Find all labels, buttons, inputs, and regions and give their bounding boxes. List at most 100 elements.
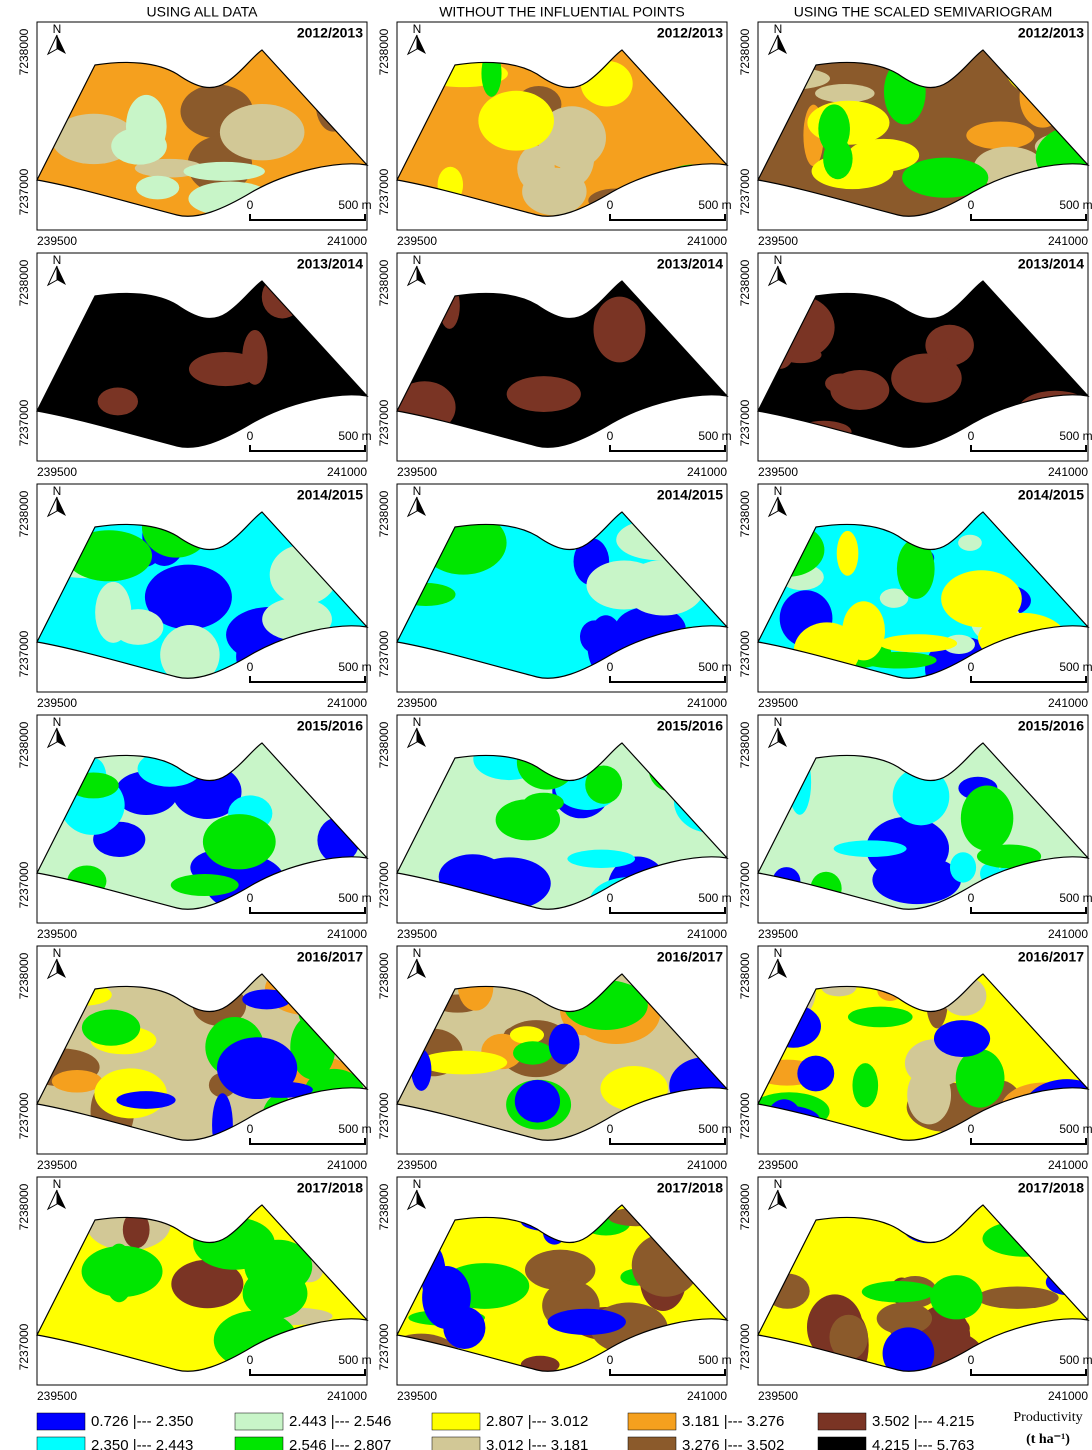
x-axis-label: 239500 bbox=[758, 234, 798, 248]
legend-label: 2.443 |--- 2.546 bbox=[289, 1413, 391, 1430]
legend-label: 4.215 |--- 5.763 bbox=[872, 1437, 974, 1450]
zone bbox=[413, 1116, 439, 1137]
year-label: 2017/2018 bbox=[657, 1180, 723, 1196]
x-axis-label: 241000 bbox=[1048, 1389, 1088, 1403]
north-label: N bbox=[774, 946, 783, 960]
zone bbox=[585, 766, 622, 804]
north-arrow bbox=[417, 959, 426, 978]
year-label: 2012/2013 bbox=[1018, 25, 1084, 41]
y-axis-label: 7238000 bbox=[377, 721, 391, 768]
y-axis-label: 7238000 bbox=[17, 952, 31, 999]
zone bbox=[270, 545, 338, 605]
zone bbox=[589, 877, 668, 927]
zone bbox=[681, 983, 718, 1007]
zone bbox=[242, 330, 267, 385]
y-axis-label: 7237000 bbox=[17, 861, 31, 908]
north-arrow bbox=[48, 728, 57, 747]
scale-end: 500 m bbox=[338, 198, 371, 212]
zone bbox=[415, 504, 453, 567]
map-panel: 2016/2017N0500 m723800072370002395002410… bbox=[738, 946, 1092, 1172]
scale-start: 0 bbox=[968, 198, 975, 212]
north-arrow bbox=[769, 1190, 778, 1209]
legend-swatch bbox=[628, 1413, 676, 1430]
y-axis-label: 7237000 bbox=[738, 861, 752, 908]
scale-end: 500 m bbox=[1059, 1353, 1092, 1367]
scale-bar bbox=[250, 1369, 365, 1375]
y-axis-label: 7238000 bbox=[377, 490, 391, 537]
scale-bar bbox=[610, 214, 725, 220]
north-arrow bbox=[57, 728, 66, 747]
zone bbox=[212, 1093, 233, 1157]
x-axis-label: 241000 bbox=[1048, 234, 1088, 248]
scale-end: 500 m bbox=[698, 429, 731, 443]
x-axis-label: 239500 bbox=[37, 927, 77, 941]
map-panel: 2013/2014N0500 m723800072370002395002410… bbox=[377, 253, 732, 479]
zone bbox=[1002, 515, 1076, 547]
north-label: N bbox=[413, 715, 422, 729]
zone bbox=[652, 165, 734, 225]
y-axis-label: 7238000 bbox=[377, 28, 391, 75]
zone bbox=[260, 1094, 297, 1158]
field-zones bbox=[380, 1208, 723, 1389]
year-label: 2016/2017 bbox=[1018, 949, 1084, 965]
zone bbox=[543, 1219, 566, 1244]
zone bbox=[136, 176, 179, 200]
north-arrow bbox=[48, 959, 57, 978]
zone bbox=[183, 162, 264, 181]
zone bbox=[138, 751, 202, 787]
north-arrow bbox=[778, 35, 787, 54]
zone bbox=[848, 139, 919, 172]
map-panel: 2013/2014N0500 m723800072370002395002410… bbox=[738, 253, 1092, 479]
zone bbox=[513, 1041, 552, 1064]
legend-swatch bbox=[818, 1437, 866, 1450]
zone bbox=[830, 370, 889, 410]
x-axis-label: 241000 bbox=[687, 1389, 727, 1403]
scale-start: 0 bbox=[247, 1353, 254, 1367]
zone bbox=[956, 1049, 1005, 1107]
scale-end: 500 m bbox=[698, 1353, 731, 1367]
y-axis-label: 7237000 bbox=[17, 1323, 31, 1370]
x-axis-label: 239500 bbox=[397, 1158, 437, 1172]
zone bbox=[242, 989, 291, 1009]
zone bbox=[683, 1212, 719, 1270]
year-label: 2012/2013 bbox=[297, 25, 363, 41]
north-arrow bbox=[57, 1190, 66, 1209]
zone bbox=[891, 353, 962, 402]
north-arrow bbox=[769, 959, 778, 978]
scale-end: 500 m bbox=[1059, 891, 1092, 905]
zone bbox=[316, 79, 351, 131]
north-arrow bbox=[48, 266, 57, 285]
map-panel: 2012/2013N0500 m723800072370002395002410… bbox=[17, 22, 372, 248]
x-axis-label: 241000 bbox=[687, 1158, 727, 1172]
zone bbox=[926, 974, 948, 1029]
zone bbox=[902, 158, 988, 198]
column-title: USING THE SCALED SEMIVARIOGRAM bbox=[794, 4, 1053, 20]
zone bbox=[977, 1287, 1059, 1309]
scale-bar bbox=[971, 445, 1086, 451]
x-axis-label: 241000 bbox=[687, 696, 727, 710]
scale-bar bbox=[250, 1138, 365, 1144]
scale-start: 0 bbox=[247, 660, 254, 674]
scale-start: 0 bbox=[607, 891, 614, 905]
zone bbox=[907, 1066, 951, 1125]
scale-bar bbox=[250, 907, 365, 913]
zone bbox=[419, 1051, 507, 1075]
legend-label: 2.350 |--- 2.443 bbox=[91, 1437, 193, 1450]
zone bbox=[616, 519, 700, 560]
zone bbox=[961, 786, 1013, 851]
zone bbox=[283, 1333, 346, 1355]
north-arrow bbox=[48, 1190, 57, 1209]
zone bbox=[1044, 536, 1092, 573]
x-axis-label: 241000 bbox=[1048, 465, 1088, 479]
x-axis-label: 241000 bbox=[1048, 1158, 1088, 1172]
zone bbox=[581, 61, 633, 107]
y-axis-label: 7237000 bbox=[17, 630, 31, 677]
scale-start: 0 bbox=[247, 198, 254, 212]
zone bbox=[217, 1037, 297, 1099]
y-axis-label: 7237000 bbox=[377, 1092, 391, 1139]
zone bbox=[648, 744, 689, 791]
zone bbox=[52, 1070, 103, 1092]
x-axis-label: 241000 bbox=[687, 927, 727, 941]
